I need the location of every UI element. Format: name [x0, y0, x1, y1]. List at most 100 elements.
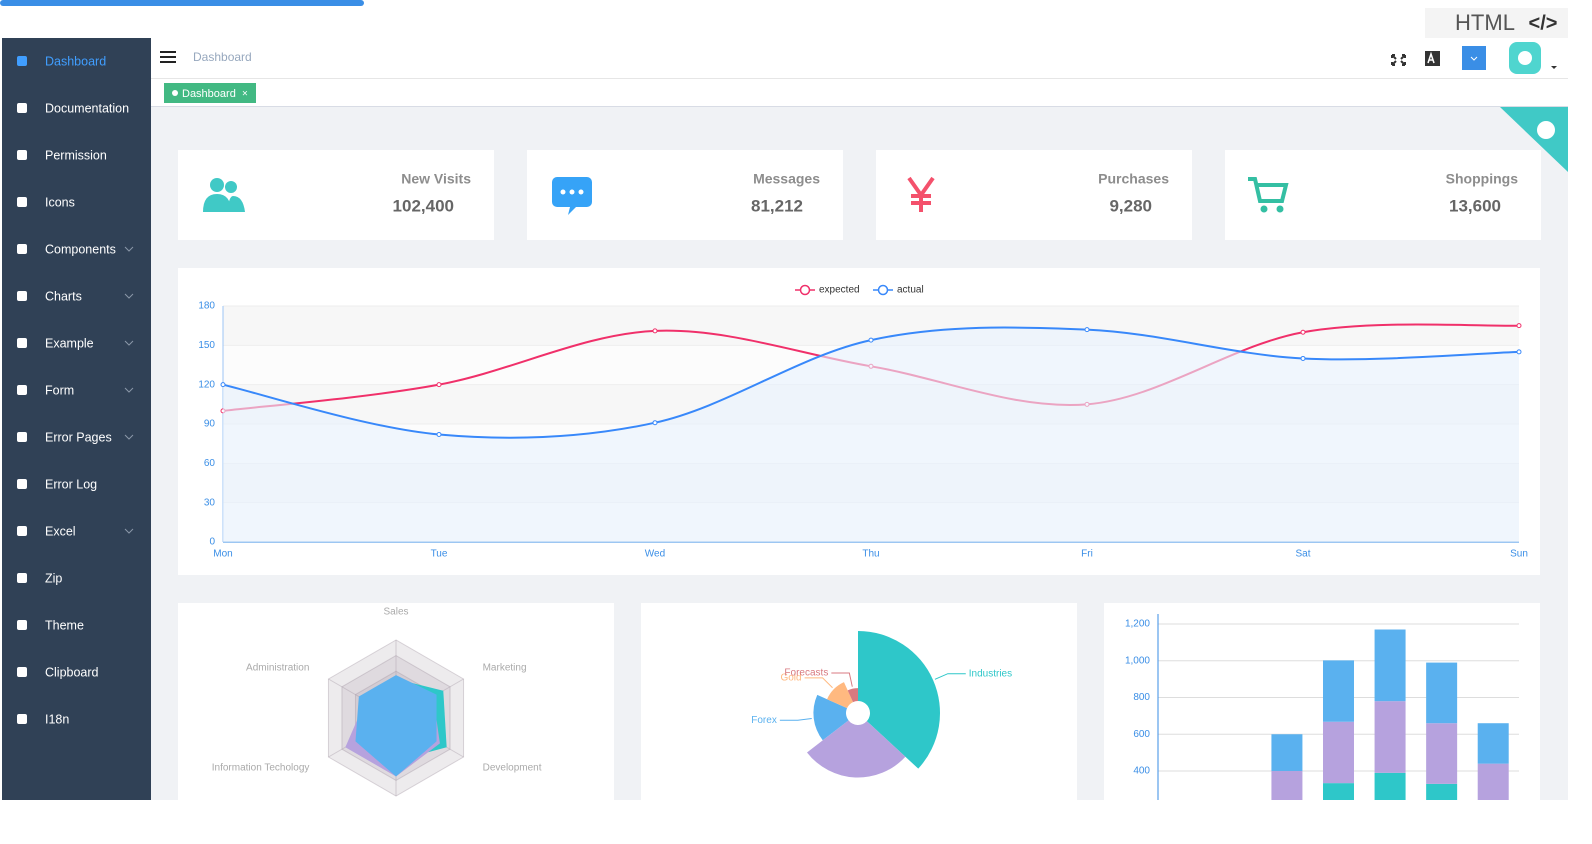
menu-icon	[17, 150, 27, 160]
pie-slice	[813, 694, 849, 741]
pie-label: Industries	[969, 668, 1012, 679]
panel-value: 102,400	[393, 196, 454, 215]
top-bar	[0, 0, 364, 6]
y-tick-label: 90	[204, 419, 216, 430]
pie-label: Forex	[751, 715, 777, 726]
menu-label: Example	[45, 336, 94, 350]
x-tick-label: Mon	[213, 549, 232, 560]
icon-part	[225, 181, 237, 193]
tag-close[interactable]: ×	[242, 89, 248, 100]
icon-part	[907, 176, 935, 212]
menu-chevron	[124, 528, 134, 534]
panel-value: 13,600	[1449, 196, 1501, 215]
menu-icon	[17, 56, 27, 66]
panel-card[interactable]	[1225, 150, 1541, 240]
panel-card[interactable]	[178, 150, 494, 240]
panel-value: 81,212	[751, 196, 803, 215]
panel-label: Purchases	[1098, 171, 1169, 187]
github-octocat	[1537, 121, 1555, 139]
menu-icon	[17, 479, 27, 489]
tag[interactable]	[164, 83, 256, 103]
pie-slice	[847, 688, 858, 703]
y-tick-label: 30	[204, 497, 216, 508]
menu-label: Error Pages	[45, 430, 112, 444]
panel-icon	[1248, 177, 1289, 213]
size-icon[interactable]	[1425, 51, 1440, 66]
legend-label: expected	[819, 285, 860, 296]
pie-label-line	[831, 672, 853, 687]
pie-slice	[806, 720, 906, 778]
menu-icon	[17, 291, 27, 301]
menu-icon	[17, 573, 27, 583]
menu-label: Components	[45, 242, 116, 256]
menu-label: Icons	[45, 195, 75, 209]
bar-chart: 400 600 800 1,000 1,200	[1125, 614, 1519, 800]
menu-label: Form	[45, 383, 74, 397]
menu-icon	[17, 385, 27, 395]
menu-icon	[17, 197, 27, 207]
x-tick-label: Sun	[1510, 549, 1528, 560]
icon-part	[227, 196, 245, 212]
fullscreen-icon[interactable]	[1391, 54, 1406, 66]
bar-segment	[1477, 723, 1509, 764]
bar-segment	[1374, 629, 1406, 702]
pie-label-line	[804, 677, 833, 689]
tag-label: Dashboard	[182, 88, 236, 100]
line-point	[868, 337, 874, 343]
page-bottom	[0, 800, 1592, 844]
pie-label: Forecasts	[784, 668, 828, 679]
bar-segment	[1323, 660, 1354, 722]
hamburger[interactable]	[160, 51, 176, 63]
menu-chevron	[124, 246, 134, 252]
menu-chevron	[124, 293, 134, 299]
y-tick-label: 180	[198, 301, 215, 312]
icon-part	[203, 194, 231, 212]
tags-bar	[151, 79, 1568, 107]
line-point	[652, 420, 658, 426]
y-tick-label: 1,000	[1125, 655, 1150, 666]
menu-label: Documentation	[45, 101, 129, 115]
y-tick-label: 1,200	[1125, 619, 1150, 630]
menu-chevron	[124, 434, 134, 440]
y-tick-label: 600	[1133, 729, 1150, 740]
x-tick-label: Sat	[1295, 549, 1310, 560]
x-tick-label: Fri	[1081, 549, 1093, 560]
radar-area	[355, 675, 437, 777]
pie-label: Gold	[780, 673, 801, 684]
code-toggle[interactable]	[1425, 8, 1568, 38]
y-tick-label: 400	[1133, 766, 1150, 777]
menu-label: Excel	[45, 524, 76, 538]
x-tick-label: Wed	[645, 549, 665, 560]
pie-label-line	[934, 673, 966, 680]
line-point	[1084, 327, 1090, 333]
line-point	[652, 328, 658, 334]
bar-segment	[1426, 783, 1458, 800]
panel-label: Messages	[753, 171, 820, 187]
line-area	[223, 327, 1519, 542]
y-tick-label: 0	[209, 537, 215, 548]
legend-marker	[877, 284, 889, 296]
y-tick-label: 800	[1133, 692, 1150, 703]
theme-picker[interactable]	[1462, 46, 1486, 70]
x-tick-label: Thu	[862, 549, 879, 560]
bar-segment	[1323, 721, 1354, 784]
menu-chevron	[124, 340, 134, 346]
avatar-face	[1518, 51, 1532, 65]
panel-icon	[907, 176, 935, 212]
bar-segment	[1323, 783, 1354, 800]
line-point	[1300, 355, 1306, 361]
bar-segment	[1374, 701, 1406, 773]
menu-icon	[17, 103, 27, 113]
menu-icon	[17, 667, 27, 677]
line-point	[1516, 349, 1522, 355]
line-point	[1516, 323, 1522, 329]
radar-label: Development	[483, 763, 542, 774]
menu-label: I18n	[45, 712, 69, 726]
tag-dot	[172, 90, 178, 96]
pie-slice	[858, 631, 940, 769]
y-tick-label: 120	[198, 379, 215, 390]
navbar	[151, 38, 1568, 78]
line-point	[1300, 329, 1306, 335]
icon-part	[568, 207, 576, 215]
legend-label: actual	[897, 285, 924, 296]
